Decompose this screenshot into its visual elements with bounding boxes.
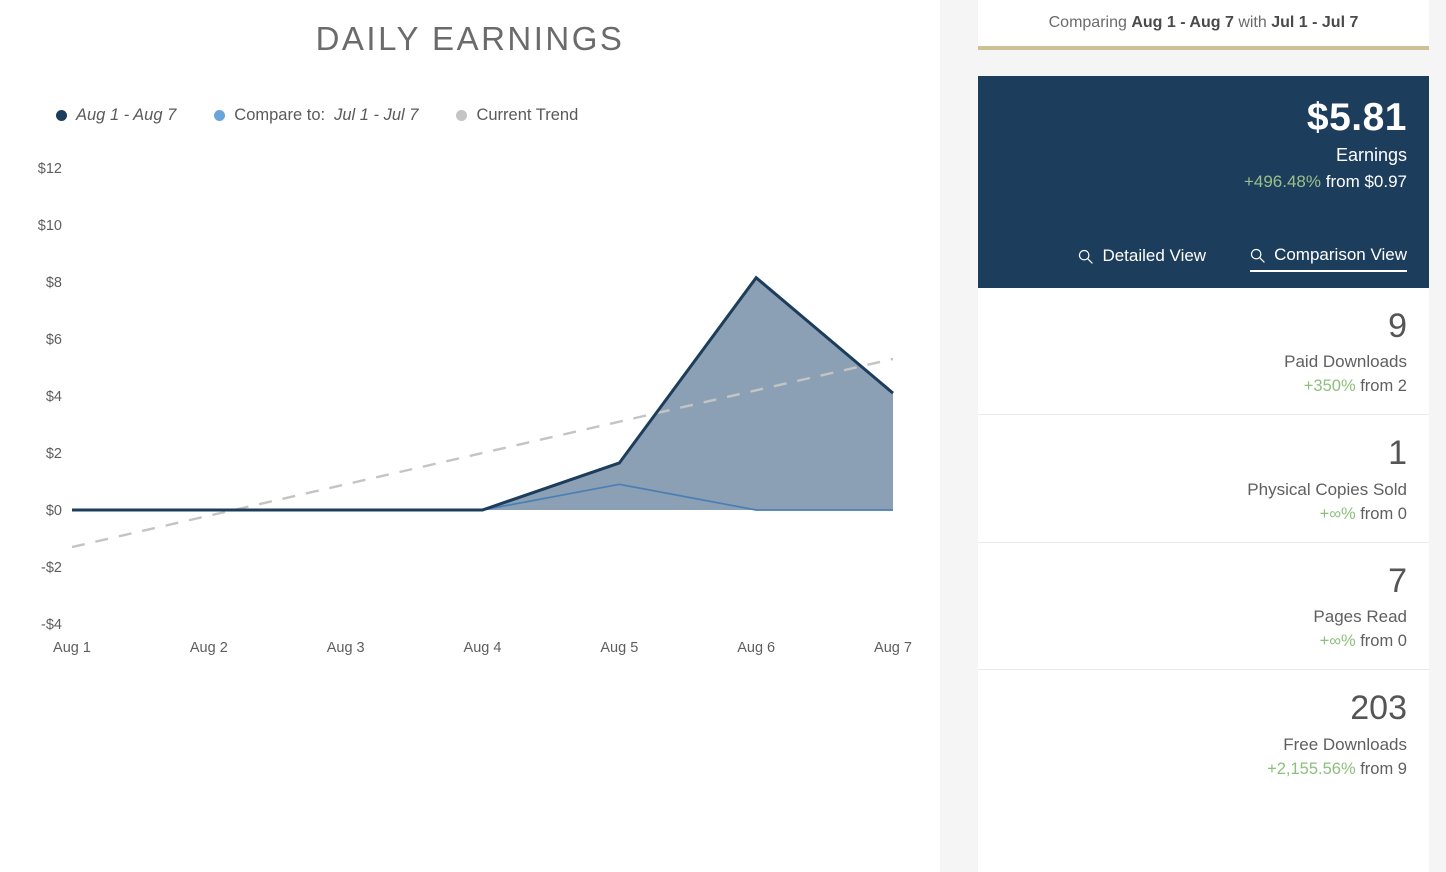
x-axis-tick-label: Aug 7 <box>874 640 912 656</box>
stat-row[interactable]: 9 Paid Downloads +350% from 2 <box>978 288 1429 416</box>
earnings-delta-percent: +496.48% <box>1243 171 1321 191</box>
card-view-tabs: Detailed View Comparison View <box>1000 245 1407 272</box>
earnings-value: $5.81 <box>1306 96 1407 139</box>
earnings-delta: +496.48% from $0.97 <box>1000 172 1407 192</box>
earnings-delta-suffix: from $0.97 <box>1325 171 1407 191</box>
y-axis-tick-label: $12 <box>38 161 62 177</box>
stat-delta: +2,155.56% from 9 <box>1000 760 1407 779</box>
stat-delta: +350% from 2 <box>1000 377 1407 396</box>
chart-plot-area: $12 $10 $8 $6 $4 $2 $0 -$2 -$4 Aug 1 Aug 2 Aug 3 Aug… <box>0 140 940 680</box>
stat-delta-suffix: from 0 <box>1355 504 1407 523</box>
x-axis-tick-label: Aug 4 <box>464 640 502 656</box>
page-title: DAILY EARNINGS <box>315 20 625 57</box>
y-axis-tick-label: $4 <box>46 389 62 405</box>
tab-comparison-view-label: Comparison View <box>1274 245 1407 264</box>
x-axis-tick-label: Aug 2 <box>190 640 228 656</box>
legend-label-trend: Current Trend <box>476 106 579 124</box>
tab-detailed-view-label: Detailed View <box>1102 246 1207 265</box>
legend-label-current: Aug 1 - Aug 7 <box>76 106 177 124</box>
y-axis-tick-label: $10 <box>38 218 62 234</box>
stat-row[interactable]: 7 Pages Read +∞% from 0 <box>978 542 1429 671</box>
stat-value: 1 <box>1388 434 1407 473</box>
stat-label: Paid Downloads <box>1284 352 1407 372</box>
comparison-header: Comparing Aug 1 - Aug 7 with Jul 1 - Jul… <box>978 0 1429 46</box>
y-axis-tick-label: -$2 <box>41 560 62 576</box>
tab-comparison-view[interactable]: Comparison View <box>1250 245 1407 272</box>
comparison-compare-range: Jul 1 - Jul 7 <box>1271 14 1359 31</box>
legend-dot-icon <box>214 110 226 121</box>
stat-value: 9 <box>1388 307 1407 345</box>
series-area-current <box>72 277 893 510</box>
earnings-summary-card: $5.81 Earnings +496.48% from $0.97 Detai… <box>978 76 1429 288</box>
stat-label: Pages Read <box>1313 607 1407 627</box>
chart-legend: Aug 1 - Aug 7 Compare to: Jul 1 - Jul 7 … <box>56 106 578 125</box>
stat-value: 7 <box>1388 561 1407 600</box>
y-axis-tick-label: -$4 <box>41 617 62 633</box>
x-axis-tick-label: Aug 1 <box>53 640 91 656</box>
stat-delta-percent: +2,155.56% <box>1267 759 1356 778</box>
sidebar-spacer <box>978 50 1429 76</box>
y-axis-tick-label: $8 <box>46 275 62 291</box>
stat-list: 9 Paid Downloads +350% from 2 1 Physical Cop… <box>978 288 1429 797</box>
stat-row[interactable]: 1 Physical Copies Sold +∞% from 0 <box>978 415 1429 543</box>
stat-delta-percent: +∞% <box>1319 504 1356 523</box>
legend-item-compare[interactable]: Compare to: Jul 1 - Jul 7 <box>214 106 418 125</box>
stat-row[interactable]: 203 Free Downloads +2,155.56% from 9 <box>978 670 1429 797</box>
stat-delta-percent: +∞% <box>1319 632 1356 651</box>
stats-sidebar: Comparing Aug 1 - Aug 7 with Jul 1 - Jul… <box>978 0 1429 872</box>
stat-delta: +∞% from 0 <box>1000 505 1407 524</box>
earnings-area-chart: $12 $10 $8 $6 $4 $2 $0 -$2 -$4 Aug 1 Aug 2 Aug 3 Aug… <box>38 161 912 656</box>
legend-dot-icon <box>56 110 67 121</box>
legend-dot-icon <box>456 110 468 121</box>
comparison-prefix: Comparing <box>1048 14 1127 31</box>
stat-label: Free Downloads <box>1283 734 1407 754</box>
y-axis-tick-label: $0 <box>46 503 62 519</box>
legend-item-current[interactable]: Aug 1 - Aug 7 <box>56 106 176 125</box>
panel-gap <box>940 0 978 872</box>
comparison-middle: with <box>1238 14 1267 31</box>
legend-prefix-compare: Compare to: <box>234 106 326 124</box>
stat-delta-suffix: from 0 <box>1355 632 1407 651</box>
series-line-current <box>72 275 894 512</box>
stat-delta-suffix: from 2 <box>1355 377 1407 396</box>
search-icon <box>1079 249 1094 264</box>
tab-detailed-view[interactable]: Detailed View <box>1078 245 1206 272</box>
chart-panel: DAILY EARNINGS Aug 1 - Aug 7 Compare to:… <box>0 20 940 680</box>
accent-divider <box>978 46 1429 50</box>
legend-item-trend[interactable]: Current Trend <box>456 106 578 125</box>
legend-label-compare: Jul 1 - Jul 7 <box>334 106 419 124</box>
stat-delta-percent: +350% <box>1303 377 1356 396</box>
stat-delta: +∞% from 0 <box>1000 632 1407 651</box>
search-icon <box>1250 248 1265 263</box>
y-axis-tick-label: $2 <box>46 446 62 462</box>
x-axis-tick-label: Aug 6 <box>737 640 775 656</box>
stat-value: 203 <box>1350 689 1407 728</box>
series-line-trend <box>71 357 894 549</box>
stat-label: Physical Copies Sold <box>1247 479 1407 499</box>
stat-delta-suffix: from 9 <box>1355 759 1407 778</box>
x-axis-tick-label: Aug 3 <box>327 640 365 656</box>
y-axis-tick-label: $6 <box>46 332 62 348</box>
comparison-current-range: Aug 1 - Aug 7 <box>1131 14 1234 31</box>
earnings-label: Earnings <box>1335 144 1407 165</box>
right-margin <box>1429 0 1446 872</box>
x-axis-tick-label: Aug 5 <box>600 640 638 656</box>
